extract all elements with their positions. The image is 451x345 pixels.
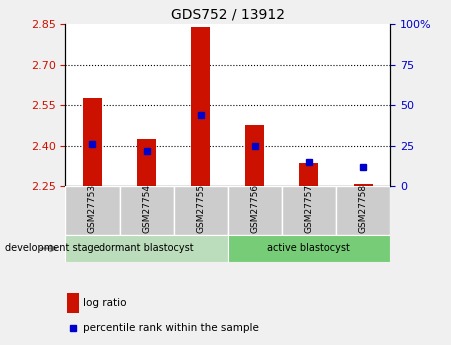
- Bar: [137, 139, 156, 186]
- Text: GSM27753: GSM27753: [88, 184, 97, 233]
- Bar: [228, 235, 390, 262]
- Bar: [120, 186, 174, 235]
- Bar: [245, 126, 264, 186]
- Text: log ratio: log ratio: [83, 298, 127, 308]
- Text: percentile rank within the sample: percentile rank within the sample: [83, 323, 259, 333]
- Bar: [191, 27, 210, 186]
- Bar: [174, 186, 228, 235]
- Title: GDS752 / 13912: GDS752 / 13912: [171, 8, 285, 22]
- Text: GSM27756: GSM27756: [250, 184, 259, 233]
- Text: active blastocyst: active blastocyst: [267, 244, 350, 253]
- Bar: [299, 163, 318, 186]
- Text: dormant blastocyst: dormant blastocyst: [99, 244, 194, 253]
- Text: GSM27754: GSM27754: [142, 184, 151, 233]
- Bar: [228, 186, 282, 235]
- Text: GSM27757: GSM27757: [304, 184, 313, 233]
- Text: GSM27755: GSM27755: [196, 184, 205, 233]
- Bar: [336, 186, 390, 235]
- Bar: [354, 184, 373, 186]
- Bar: [65, 186, 120, 235]
- Bar: [67, 293, 79, 313]
- Bar: [65, 235, 228, 262]
- Bar: [83, 98, 102, 186]
- Text: development stage: development stage: [5, 244, 99, 253]
- Text: GSM27758: GSM27758: [359, 184, 368, 233]
- Bar: [282, 186, 336, 235]
